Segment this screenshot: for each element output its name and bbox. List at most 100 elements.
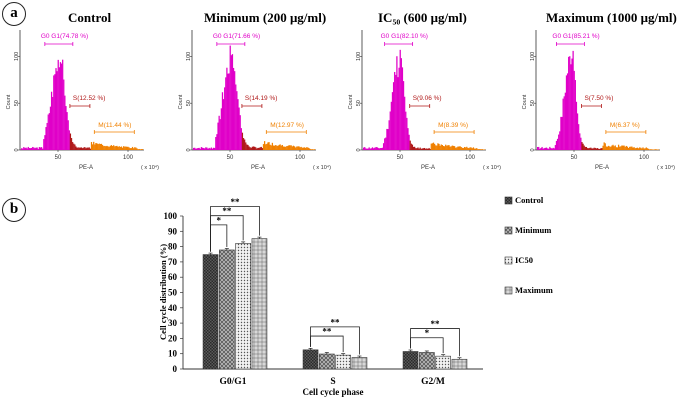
hist-bin	[124, 146, 126, 150]
bar-ic50-g0g1	[235, 243, 251, 370]
hist-bin	[421, 148, 424, 150]
hist-bin	[206, 147, 208, 150]
hist-bin	[78, 147, 80, 150]
hist-x-label: PE-A	[595, 165, 609, 171]
hist-bin	[54, 74, 56, 150]
bar-x-tick-label: G0/G1	[220, 377, 247, 387]
hist-bin	[428, 147, 430, 150]
hist-bin	[456, 147, 458, 150]
hist-bin	[544, 147, 547, 150]
hist-bin	[366, 148, 368, 150]
hist-bin	[88, 147, 90, 150]
legend-swatch-ic50	[504, 256, 513, 265]
hist-bin	[654, 149, 656, 150]
hist-y-label: Count	[522, 94, 528, 109]
hist-bin	[39, 147, 42, 150]
hist-bin	[135, 147, 137, 150]
hist-bin	[241, 132, 244, 150]
hist-bin	[461, 147, 463, 150]
hist-bin	[82, 148, 84, 150]
hist-bin	[439, 145, 441, 150]
hist-bin	[288, 145, 290, 150]
hist-bin	[457, 146, 459, 150]
hist-bin	[204, 148, 206, 150]
hist-bin	[116, 145, 118, 150]
hist-bin	[246, 144, 248, 150]
hist-y-tick-label: 50	[530, 100, 536, 106]
hist-bin	[572, 50, 574, 150]
hist-bin	[537, 147, 539, 150]
hist-bin	[447, 145, 449, 150]
histogram-ic50: 0 50 100 50 100 PE-A ( x 10⁴) Count G0 G1(82.10 …	[348, 30, 501, 171]
hist-bin	[70, 138, 73, 150]
hist-bin	[134, 147, 136, 150]
hist-bin	[298, 146, 300, 150]
hist-bin	[48, 113, 50, 150]
hist-bin	[202, 148, 205, 150]
hist-bin	[548, 148, 550, 150]
hist-bin	[589, 147, 591, 150]
hist-bin	[543, 148, 545, 150]
hist-bin	[397, 77, 399, 150]
hist-bin	[623, 145, 625, 150]
hist-bin	[467, 147, 469, 150]
bar-y-tick-label: 20	[168, 333, 178, 343]
hist-bin	[575, 101, 578, 150]
m-label: M(11.44 %)	[98, 122, 131, 129]
hist-bin	[580, 137, 582, 150]
hist-bin	[249, 147, 251, 150]
bar-y-tick-label: 30	[168, 318, 178, 328]
hist-bin	[541, 146, 543, 150]
hist-bin	[286, 146, 288, 150]
hist-bin	[313, 149, 316, 150]
histogram-minimum: 0 50 100 50 100 PE-A ( x 10⁴) Count G0 G1(71.66 …	[178, 30, 331, 171]
hist-bin	[195, 148, 197, 150]
bar-y-tick-label: 50	[168, 288, 178, 298]
hist-bin	[33, 147, 35, 150]
hist-bin	[257, 147, 259, 150]
hist-bin	[99, 143, 102, 150]
significance-bracket	[410, 337, 444, 354]
histogram-control: 0 50 100 50 100 PE-A ( x 10⁴) Count G0 G1(74.78 …	[6, 30, 159, 171]
hist-bin	[468, 148, 470, 150]
significance-bracket	[310, 335, 344, 353]
hist-bin	[238, 107, 240, 150]
hist-bin	[442, 146, 445, 150]
hist-bin	[539, 148, 541, 150]
hist-bin	[130, 148, 133, 150]
hist-bin	[262, 144, 265, 150]
hist-bin	[266, 143, 268, 150]
hist-bin	[602, 145, 604, 150]
hist-bin	[446, 145, 448, 150]
hist-bin	[376, 146, 378, 150]
g0g1-label: G0 G1(85.21 %)	[552, 33, 599, 40]
hist-bin	[258, 147, 260, 150]
hist-bin	[615, 147, 618, 150]
hist-bin	[302, 147, 305, 150]
hist-bin	[228, 73, 230, 150]
hist-bin	[555, 140, 558, 150]
hist-bin	[113, 145, 115, 150]
significance-label: **	[431, 319, 441, 329]
hist-x-tick-label: 50	[227, 155, 234, 161]
bar-ic50-s	[335, 354, 351, 370]
bar-control-g2m	[402, 351, 419, 370]
m-label: M(12.97 %)	[270, 122, 304, 129]
hist-x-tick-label: 50	[571, 155, 578, 161]
hist-bin	[405, 111, 407, 150]
hist-bin	[420, 148, 422, 150]
hist-bin	[438, 143, 440, 150]
legend-label-control: Control	[515, 195, 544, 205]
bar-x-label: Cell cycle phase	[303, 387, 364, 397]
hist-bin	[224, 87, 226, 150]
hist-bin	[44, 135, 46, 150]
hist-bin	[295, 147, 297, 150]
hist-bin	[634, 148, 636, 150]
hist-bin	[248, 146, 250, 150]
hist-bin	[46, 122, 48, 150]
hist-bin	[574, 80, 576, 150]
hist-bin	[412, 146, 415, 150]
hist-bin	[429, 148, 431, 150]
hist-bin	[119, 146, 121, 150]
hist-bin	[542, 148, 544, 150]
